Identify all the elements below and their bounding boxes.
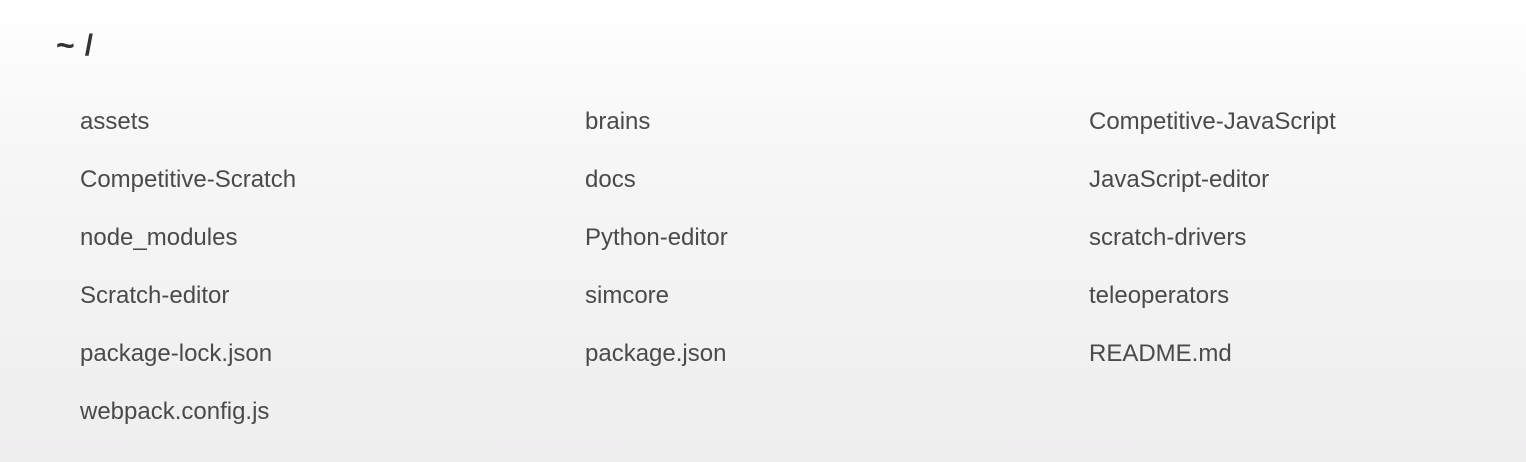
folder-link-assets[interactable]: assets — [80, 108, 150, 135]
folder-link-scratch-drivers[interactable]: scratch-drivers — [1089, 224, 1247, 251]
folder-link-simcore[interactable]: simcore — [585, 282, 670, 309]
folder-link-node-modules[interactable]: node_modules — [80, 224, 238, 251]
folder-link-teleoperators[interactable]: teleoperators — [1089, 282, 1230, 309]
breadcrumb-separator: / — [84, 29, 94, 62]
folder-link-docs[interactable]: docs — [585, 166, 636, 193]
folder-link-competitive-javascript[interactable]: Competitive-JavaScript — [1089, 108, 1336, 135]
file-link-package-json[interactable]: package.json — [585, 340, 727, 367]
breadcrumb-home-link[interactable]: ~ — [56, 27, 75, 63]
folder-link-brains[interactable]: brains — [585, 108, 651, 135]
file-link-webpack-config-js[interactable]: webpack.config.js — [80, 398, 270, 425]
file-listing: assets brains Competitive-JavaScript Com… — [80, 108, 1510, 456]
file-link-readme-md[interactable]: README.md — [1089, 340, 1232, 367]
breadcrumb: ~ / — [56, 26, 93, 66]
folder-link-scratch-editor[interactable]: Scratch-editor — [80, 282, 230, 309]
file-link-package-lock-json[interactable]: package-lock.json — [80, 340, 273, 367]
folder-link-python-editor[interactable]: Python-editor — [585, 224, 728, 251]
folder-link-javascript-editor[interactable]: JavaScript-editor — [1089, 166, 1270, 193]
folder-link-competitive-scratch[interactable]: Competitive-Scratch — [80, 166, 297, 193]
